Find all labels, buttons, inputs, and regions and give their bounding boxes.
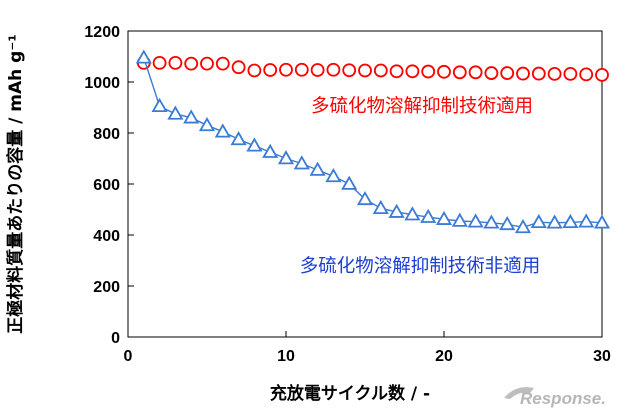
data-point-triangle <box>514 219 532 234</box>
data-point-circle <box>326 62 341 77</box>
data-point-triangle <box>277 150 295 165</box>
y-tick-label: 400 <box>93 228 120 245</box>
data-point-circle <box>152 55 167 70</box>
data-point-circle <box>547 66 562 81</box>
data-point-triangle <box>372 199 389 215</box>
data-point-circle <box>516 66 530 81</box>
data-point-circle <box>279 62 293 77</box>
data-point-triangle <box>246 137 263 152</box>
data-point-triangle <box>214 123 231 138</box>
x-tick-label: 20 <box>435 348 453 365</box>
x-tick-label: 0 <box>124 348 133 365</box>
annotation-applied: 多硫化物溶解抑制技術適用 <box>311 96 533 117</box>
data-point-triangle <box>356 190 374 206</box>
data-point-circle <box>405 64 420 79</box>
data-point-triangle <box>499 215 516 231</box>
data-point-circle <box>484 66 499 80</box>
data-point-triangle <box>451 212 468 227</box>
data-point-triangle <box>530 213 547 229</box>
data-point-triangle <box>309 161 326 176</box>
data-point-circle <box>468 65 483 80</box>
data-point-circle <box>579 67 594 82</box>
y-tick-label: 1000 <box>84 75 120 92</box>
data-point-triangle <box>325 168 342 183</box>
watermark-logo-icon <box>504 387 534 399</box>
y-tick-label: 1200 <box>84 24 120 41</box>
data-point-triangle <box>262 143 279 158</box>
y-tick-label: 200 <box>93 279 120 296</box>
data-point-circle <box>310 63 325 77</box>
data-point-circle <box>184 56 199 71</box>
data-point-triangle <box>483 214 500 229</box>
data-point-triangle <box>151 97 168 112</box>
data-point-circle <box>168 55 183 70</box>
data-point-triangle <box>578 213 595 228</box>
data-point-circle <box>200 56 214 71</box>
data-point-circle <box>247 63 262 78</box>
data-point-triangle <box>198 117 216 132</box>
data-point-triangle <box>167 105 184 120</box>
annotation-not-applied: 多硫化物溶解抑制技術非適用 <box>300 256 541 277</box>
data-point-triangle <box>183 109 200 124</box>
axis-ticks: 0 200 400 600 800 1000 1200 0 10 20 30 <box>84 24 611 365</box>
data-point-circle <box>294 62 309 77</box>
data-point-triangle <box>230 131 247 146</box>
data-point-circle <box>563 66 578 81</box>
data-point-triangle <box>546 214 563 229</box>
data-point-circle <box>342 63 357 78</box>
data-point-circle <box>215 56 230 71</box>
data-point-circle <box>389 64 404 79</box>
x-tick-label: 30 <box>593 348 611 365</box>
data-point-triangle <box>467 213 484 228</box>
y-tick-label: 600 <box>93 177 120 194</box>
data-point-triangle <box>562 213 579 229</box>
series-layer <box>135 49 611 234</box>
data-point-triangle <box>341 175 358 190</box>
watermark: Response. <box>504 387 606 408</box>
data-point-circle <box>263 63 278 77</box>
data-point-triangle <box>135 49 152 64</box>
x-tick-label: 10 <box>277 348 295 365</box>
x-axis-title: 充放電サイクル数 / - <box>270 383 430 404</box>
data-point-circle <box>500 66 515 80</box>
data-point-circle <box>358 63 372 78</box>
watermark-text: Response. <box>520 389 606 408</box>
data-point-circle <box>231 60 246 75</box>
data-point-triangle <box>593 214 611 229</box>
data-point-circle <box>437 64 451 79</box>
y-tick-label: 0 <box>111 330 120 347</box>
data-point-triangle <box>404 206 421 221</box>
data-point-triangle <box>293 155 310 170</box>
data-point-circle <box>531 66 546 81</box>
y-axis-title: 正極材料質量あたりの容量 / mAh g⁻¹ <box>5 34 26 334</box>
data-point-circle <box>421 64 436 79</box>
data-point-triangle <box>420 208 437 223</box>
data-point-circle <box>452 65 467 80</box>
data-point-triangle <box>388 203 405 218</box>
data-point-circle <box>595 67 609 82</box>
y-tick-label: 800 <box>93 126 120 143</box>
series-line-1 <box>143 57 603 229</box>
data-point-circle <box>373 63 388 78</box>
data-point-triangle <box>435 210 453 225</box>
